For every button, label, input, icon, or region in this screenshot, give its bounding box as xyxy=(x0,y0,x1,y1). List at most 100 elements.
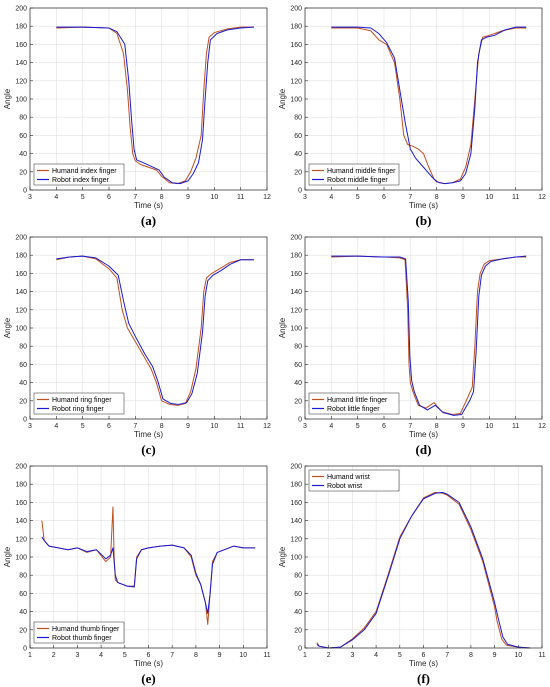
x-tick-label: 5 xyxy=(398,652,402,659)
legend-box xyxy=(308,469,400,492)
x-tick-label: 8 xyxy=(194,652,198,659)
x-tick-label: 1 xyxy=(28,652,32,659)
legend-label-robot: Robot ring finger xyxy=(52,406,104,413)
y-tick-label: 20 xyxy=(294,398,302,405)
x-tick-label: 1 xyxy=(303,652,307,659)
series-line-robot xyxy=(331,255,527,416)
y-axis-label: Angle xyxy=(278,546,287,567)
legend-label-human: Humand thumb finger xyxy=(52,626,120,633)
legend-label-robot: Robot little finger xyxy=(327,406,380,413)
x-tick-label: 2 xyxy=(327,652,331,659)
x-tick-label: 4 xyxy=(329,194,333,201)
y-tick-label: 80 xyxy=(294,573,302,580)
x-tick-label: 11 xyxy=(237,423,244,430)
x-tick-label: 10 xyxy=(239,652,247,659)
y-tick-label: 200 xyxy=(15,464,27,471)
y-tick-label: 60 xyxy=(294,133,302,140)
y-tick-label: 100 xyxy=(290,326,302,333)
x-axis-label: Time (s) xyxy=(134,659,163,668)
y-tick-label: 160 xyxy=(290,500,302,507)
x-tick-label: 3 xyxy=(350,652,354,659)
x-tick-label: 10 xyxy=(485,423,493,430)
y-tick-label: 120 xyxy=(15,536,27,543)
x-tick-label: 12 xyxy=(538,423,546,430)
x-tick-label: 8 xyxy=(435,423,439,430)
x-tick-label: 6 xyxy=(382,423,386,430)
x-tick-label: 2 xyxy=(52,652,56,659)
series-line-human xyxy=(56,26,254,185)
x-tick-label: 5 xyxy=(356,423,360,430)
legend-label-robot: Robot wrist xyxy=(327,483,362,490)
legend: Humand ring finger Robot ring finger xyxy=(33,392,125,415)
x-tick-label: 5 xyxy=(356,194,360,201)
legend-label-human: Humand index finger xyxy=(52,168,117,175)
x-tick-label: 10 xyxy=(210,194,218,201)
panel-caption: (a) xyxy=(141,213,156,228)
legend: Humand wrist Robot wrist xyxy=(308,469,400,492)
legend-label-human: Humand ring finger xyxy=(52,397,112,404)
chart-panel-c: 3 4 5 6 7 8 9 10 11 12 0 20 40 60 80 100 120 140 160 180 200… xyxy=(0,229,275,458)
x-tick-label: 9 xyxy=(186,423,190,430)
x-tick-label: 12 xyxy=(263,423,271,430)
x-tick-label: 8 xyxy=(435,194,439,201)
y-tick-label: 160 xyxy=(15,42,27,49)
legend: Humand middle finger Robot middle finger xyxy=(308,163,400,186)
x-tick-label: 3 xyxy=(303,194,307,201)
x-axis-label: Time (s) xyxy=(409,430,438,439)
y-tick-label: 140 xyxy=(15,289,27,296)
legend-box xyxy=(33,163,125,186)
y-tick-label: 120 xyxy=(15,78,27,85)
y-tick-label: 140 xyxy=(15,518,27,525)
series-line-robot xyxy=(316,491,531,649)
x-tick-label: 9 xyxy=(218,652,222,659)
y-tick-label: 80 xyxy=(19,573,27,580)
y-tick-label: 0 xyxy=(23,646,27,653)
y-tick-label: 200 xyxy=(290,235,302,242)
y-tick-label: 200 xyxy=(15,6,27,13)
chart-svg-c: 3 4 5 6 7 8 9 10 11 12020406080100120140160180200… xyxy=(3,235,271,458)
y-tick-label: 180 xyxy=(290,253,302,260)
x-tick-label: 7 xyxy=(408,423,412,430)
x-tick-label: 6 xyxy=(107,194,111,201)
x-tick-label: 7 xyxy=(445,652,449,659)
y-tick-label: 80 xyxy=(294,115,302,122)
x-tick-label: 10 xyxy=(210,423,218,430)
x-tick-label: 7 xyxy=(408,194,412,201)
y-tick-label: 100 xyxy=(15,555,27,562)
legend-label-human: Humand middle finger xyxy=(327,168,396,175)
x-axis-label: Time (s) xyxy=(409,201,438,210)
x-tick-label: 9 xyxy=(461,194,465,201)
y-tick-label: 60 xyxy=(19,591,27,598)
x-tick-label: 5 xyxy=(81,423,85,430)
chart-svg-a: 3 4 5 6 7 8 9 10 11 12020406080100120140160180200… xyxy=(3,6,271,229)
x-tick-label: 7 xyxy=(133,423,137,430)
y-tick-label: 100 xyxy=(15,326,27,333)
x-tick-label: 12 xyxy=(263,194,271,201)
y-tick-label: 100 xyxy=(290,97,302,104)
x-tick-label: 8 xyxy=(469,652,473,659)
x-tick-label: 4 xyxy=(99,652,103,659)
panel-caption: (f) xyxy=(417,671,430,686)
y-axis-label: Angle xyxy=(278,88,287,109)
legend-box xyxy=(33,621,125,644)
chart-svg-b: 3 4 5 6 7 8 9 10 11 12020406080100120140160180200… xyxy=(278,6,546,229)
y-tick-label: 180 xyxy=(15,482,27,489)
series-line-robot xyxy=(56,26,254,185)
x-tick-label: 12 xyxy=(538,194,546,201)
y-tick-label: 40 xyxy=(19,380,27,387)
x-tick-label: 6 xyxy=(147,652,151,659)
series-line-robot xyxy=(56,255,254,405)
y-axis-label: Angle xyxy=(3,546,12,567)
y-tick-label: 160 xyxy=(290,271,302,278)
y-tick-label: 200 xyxy=(290,464,302,471)
y-tick-label: 60 xyxy=(19,362,27,369)
x-tick-label: 8 xyxy=(160,194,164,201)
x-tick-label: 10 xyxy=(514,652,522,659)
y-tick-label: 140 xyxy=(290,289,302,296)
x-tick-label: 9 xyxy=(186,194,190,201)
legend-label-human: Humand wrist xyxy=(327,474,370,481)
x-tick-label: 3 xyxy=(75,652,79,659)
x-tick-label: 6 xyxy=(382,194,386,201)
series-line-human xyxy=(316,491,531,649)
x-tick-label: 11 xyxy=(237,194,244,201)
